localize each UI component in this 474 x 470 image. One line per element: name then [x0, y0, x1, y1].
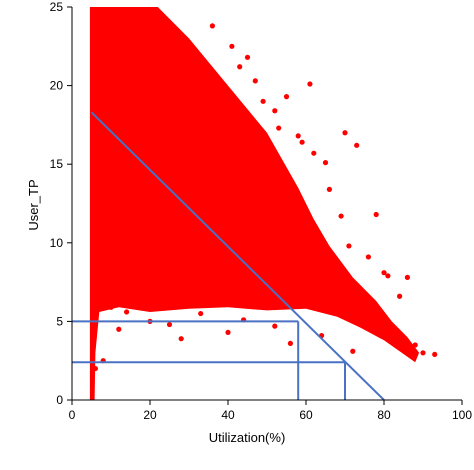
- x-tick-label: 100: [452, 408, 472, 422]
- data-point: [124, 309, 130, 315]
- data-point: [346, 243, 352, 249]
- data-point: [272, 108, 278, 114]
- y-tick-label: 10: [50, 236, 64, 250]
- data-point: [198, 310, 204, 317]
- x-axis-ticks: 0 20 40 60 80 100: [69, 400, 472, 422]
- data-point: [225, 329, 231, 336]
- data-point: [276, 125, 282, 131]
- data-point: [354, 142, 360, 148]
- data-point: [139, 299, 145, 306]
- data-point: [283, 94, 290, 100]
- data-point: [166, 321, 173, 328]
- y-tick-label: 5: [56, 314, 63, 328]
- data-point: [361, 312, 368, 318]
- data-point: [338, 213, 344, 219]
- data-point: [116, 326, 122, 332]
- data-point: [397, 293, 403, 299]
- x-tick-label: 40: [221, 408, 235, 422]
- x-tick-label: 20: [143, 408, 157, 422]
- data-point: [322, 160, 329, 166]
- x-axis-label: Utilization(%): [209, 430, 286, 445]
- regression-line: [90, 111, 385, 401]
- data-point: [381, 270, 387, 276]
- data-point: [217, 301, 223, 307]
- scatter-points: [92, 23, 438, 372]
- data-point: [256, 296, 262, 302]
- data-point: [432, 351, 438, 358]
- y-tick-label: 0: [56, 393, 63, 407]
- data-point: [365, 254, 371, 260]
- data-point: [237, 64, 243, 70]
- y-axis-label: User_TP: [26, 179, 41, 230]
- data-point: [420, 350, 426, 356]
- data-point: [287, 340, 293, 347]
- data-point: [307, 81, 313, 87]
- data-point: [342, 130, 348, 136]
- data-point: [229, 43, 235, 49]
- data-point: [260, 98, 266, 104]
- data-point: [252, 78, 258, 84]
- data-point: [108, 304, 114, 310]
- data-point: [330, 293, 336, 299]
- data-point: [272, 323, 278, 329]
- x-tick-label: 0: [69, 408, 76, 422]
- data-point: [303, 303, 309, 309]
- dense-point-region: [89, 7, 420, 400]
- y-tick-label: 20: [50, 79, 64, 93]
- y-tick-label: 25: [50, 0, 64, 14]
- data-point: [311, 150, 317, 156]
- data-point: [244, 54, 251, 60]
- overlay-lines: [72, 111, 385, 401]
- data-point: [412, 342, 418, 348]
- data-point: [299, 139, 305, 145]
- x-tick-label: 80: [377, 408, 391, 422]
- data-point: [385, 273, 391, 279]
- axes: [71, 7, 462, 401]
- data-point: [295, 133, 301, 139]
- data-point: [373, 211, 379, 218]
- data-point: [350, 348, 356, 354]
- data-point: [326, 186, 332, 192]
- data-point: [209, 23, 215, 29]
- data-point: [404, 274, 410, 280]
- data-point: [186, 303, 192, 309]
- y-axis-ticks: 0 5 10 15 20 25: [50, 0, 72, 407]
- x-tick-label: 60: [299, 408, 313, 422]
- data-point: [92, 365, 98, 372]
- point-cloud-fill: [89, 7, 420, 400]
- y-tick-label: 15: [50, 157, 64, 171]
- data-point: [178, 336, 184, 342]
